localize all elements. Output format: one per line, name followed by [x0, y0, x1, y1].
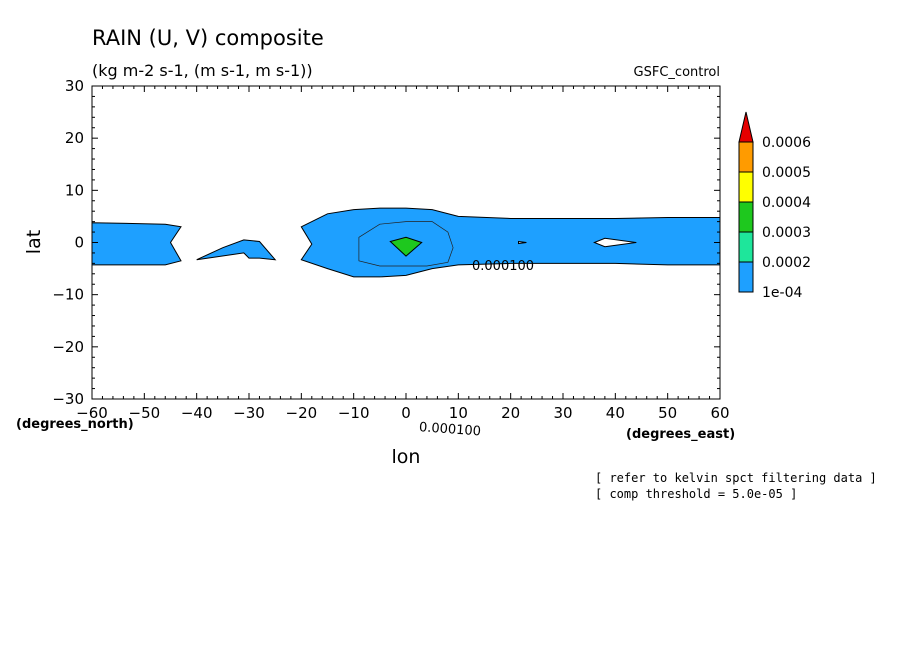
- axis-tick-labels: −60 −50 −40 −30 −20 −10 0 10 20 30 40 50 60 −30 −20 −10…: [52, 77, 729, 422]
- contour-label-top: 0.000100: [418, 420, 481, 439]
- colorbar-label: 0.0005: [762, 165, 811, 181]
- y-tick-label: 0: [74, 234, 84, 252]
- x-tick-label: −10: [338, 404, 370, 422]
- x-tick-label: −20: [286, 404, 318, 422]
- chart-subtitle: (kg m-2 s-1, (m s-1, m s-1)): [92, 61, 313, 80]
- y-units: (degrees_north): [16, 417, 134, 432]
- contour-label-bottom: 0.000100: [472, 259, 534, 274]
- colorbar-label: 0.0002: [762, 255, 811, 271]
- x-tick-label: 50: [658, 404, 677, 422]
- x-tick-label: −30: [233, 404, 265, 422]
- x-tick-label: 10: [449, 404, 468, 422]
- x-tick-label: −40: [181, 404, 213, 422]
- chart-title: RAIN (U, V) composite: [92, 26, 324, 50]
- y-tick-label: −20: [52, 338, 84, 356]
- note-threshold: [ comp threshold = 5.0e-05 ]: [595, 487, 797, 501]
- colorbar-swatch: [738, 171, 754, 203]
- colorbar-swatch: [738, 201, 754, 233]
- x-tick-label: −60: [76, 404, 108, 422]
- axis-ticks: [91, 85, 721, 400]
- x-tick-label: −50: [129, 404, 161, 422]
- contour-lines: [358, 221, 454, 267]
- y-tick-label: −30: [52, 390, 84, 408]
- y-axis-label: lat: [23, 230, 45, 254]
- colorbar-label: 1e-04: [762, 285, 802, 301]
- x-units: (degrees_east): [626, 427, 735, 442]
- colorbar-label: 0.0006: [762, 135, 811, 151]
- colorbar-arrow: [738, 111, 754, 143]
- region-west-band: [91, 222, 182, 266]
- y-tick-label: 20: [65, 129, 84, 147]
- contour-line-0002: [358, 221, 454, 267]
- region-main-band: [300, 207, 721, 278]
- colorbar-swatch: [738, 231, 754, 263]
- region-patch-35w: [196, 239, 277, 261]
- x-tick-label: 0: [401, 404, 411, 422]
- x-tick-label: 60: [710, 404, 729, 422]
- colorbar: 1e-04 0.0002 0.0003 0.0004 0.0005 0.0006: [738, 111, 811, 301]
- region-blip-22e: [518, 240, 527, 245]
- colorbar-label: 0.0003: [762, 225, 811, 241]
- contour-regions: [91, 207, 721, 278]
- colorbar-label: 0.0004: [762, 195, 811, 211]
- colorbar-swatch: [738, 141, 754, 173]
- region-east-hole: [593, 237, 637, 248]
- model-name: GSFC_control: [634, 65, 720, 80]
- note-filtering: [ refer to kelvin spct filtering data ]: [595, 471, 877, 485]
- x-tick-label: 20: [501, 404, 520, 422]
- x-tick-label: 30: [553, 404, 572, 422]
- y-tick-label: 30: [65, 77, 84, 95]
- x-tick-label: 40: [606, 404, 625, 422]
- y-tick-label: −10: [52, 286, 84, 304]
- x-axis-label: lon: [392, 446, 421, 468]
- colorbar-swatch: [738, 261, 754, 293]
- region-center-peak: [389, 236, 423, 257]
- y-tick-label: 10: [65, 181, 84, 199]
